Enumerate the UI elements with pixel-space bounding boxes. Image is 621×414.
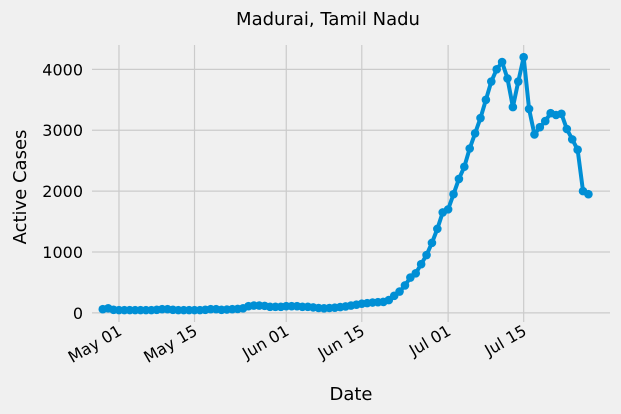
y-tick-label: 3000 [42, 121, 83, 140]
data-point [573, 145, 582, 155]
data-point [416, 259, 426, 269]
series-line [100, 55, 591, 313]
x-tick-label: Jul 01 [405, 321, 454, 360]
data-point [400, 281, 410, 290]
data-point [486, 77, 496, 86]
data-point [443, 205, 453, 214]
data-point [562, 124, 572, 134]
data-series [98, 52, 593, 315]
x-tick-label: May 01 [65, 321, 125, 367]
data-point [519, 52, 528, 62]
x-tick-label: Jun 01 [238, 321, 292, 363]
data-point [395, 287, 404, 296]
y-tick-label: 0 [73, 304, 83, 323]
data-point [503, 74, 512, 83]
data-point [481, 95, 491, 105]
data-point [584, 189, 593, 199]
data-point [497, 57, 507, 67]
data-point [508, 102, 518, 112]
data-point [465, 144, 475, 153]
y-axis-label: Active Cases [10, 130, 31, 245]
data-point [513, 77, 523, 86]
chart-grid [92, 45, 610, 322]
data-point [535, 122, 545, 132]
data-point [422, 250, 431, 260]
x-axis-label: Date [329, 384, 372, 405]
data-point [540, 116, 550, 126]
chart-title: Madurai, Tamil Nadu [236, 9, 420, 30]
data-point [567, 135, 577, 144]
x-axis-ticks: May 01 May 15 Jun 01 Jun 15 Jul 01 Jul 15 [65, 321, 530, 367]
x-tick-label: May 15 [140, 321, 200, 367]
x-tick-label: Jun 15 [314, 321, 368, 363]
data-point [454, 174, 464, 184]
y-tick-label: 1000 [42, 243, 83, 262]
data-point [470, 128, 480, 138]
data-point [427, 238, 437, 248]
data-point [449, 189, 458, 199]
x-tick-label: Jul 15 [481, 321, 530, 360]
y-tick-label: 2000 [42, 182, 83, 201]
data-point [411, 268, 421, 278]
y-tick-label: 4000 [42, 60, 83, 79]
data-point [492, 65, 501, 74]
y-axis-ticks: 0 1000 2000 3000 4000 [42, 60, 83, 323]
data-point [524, 104, 534, 114]
data-point [530, 130, 539, 139]
data-point [557, 109, 566, 119]
data-point [460, 162, 469, 172]
data-point [433, 224, 442, 234]
data-point [476, 113, 485, 123]
